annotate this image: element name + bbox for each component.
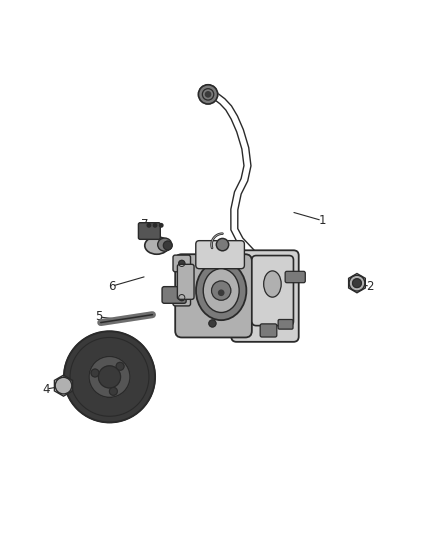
FancyBboxPatch shape xyxy=(140,398,148,406)
Circle shape xyxy=(116,362,124,370)
Circle shape xyxy=(64,332,155,423)
FancyBboxPatch shape xyxy=(67,357,74,363)
FancyBboxPatch shape xyxy=(71,398,79,406)
Circle shape xyxy=(179,295,185,301)
FancyBboxPatch shape xyxy=(111,332,117,338)
FancyBboxPatch shape xyxy=(93,414,99,421)
Text: 3: 3 xyxy=(113,402,120,415)
Text: 2: 2 xyxy=(366,280,374,293)
FancyBboxPatch shape xyxy=(134,342,141,349)
Circle shape xyxy=(198,85,218,104)
FancyBboxPatch shape xyxy=(64,375,70,379)
Circle shape xyxy=(89,357,130,398)
FancyBboxPatch shape xyxy=(149,375,155,379)
Text: 6: 6 xyxy=(108,280,116,293)
Text: 4: 4 xyxy=(42,383,50,395)
Circle shape xyxy=(205,92,211,97)
Circle shape xyxy=(153,223,157,227)
Circle shape xyxy=(179,260,185,266)
FancyBboxPatch shape xyxy=(148,383,155,389)
FancyBboxPatch shape xyxy=(78,342,85,349)
FancyBboxPatch shape xyxy=(196,241,244,269)
Ellipse shape xyxy=(145,237,169,254)
Circle shape xyxy=(353,279,361,287)
FancyBboxPatch shape xyxy=(120,333,126,340)
Circle shape xyxy=(209,320,216,327)
FancyBboxPatch shape xyxy=(138,223,160,239)
Circle shape xyxy=(216,238,229,251)
Circle shape xyxy=(219,290,224,295)
FancyBboxPatch shape xyxy=(134,405,141,412)
FancyBboxPatch shape xyxy=(111,416,117,423)
Ellipse shape xyxy=(158,238,172,251)
Text: 7: 7 xyxy=(141,219,148,231)
FancyBboxPatch shape xyxy=(102,332,108,338)
FancyBboxPatch shape xyxy=(285,271,305,282)
FancyBboxPatch shape xyxy=(173,255,191,272)
FancyBboxPatch shape xyxy=(78,405,85,412)
FancyBboxPatch shape xyxy=(145,391,152,398)
Ellipse shape xyxy=(264,271,281,297)
FancyBboxPatch shape xyxy=(162,287,186,303)
FancyBboxPatch shape xyxy=(85,410,92,417)
Circle shape xyxy=(212,281,231,300)
Circle shape xyxy=(159,223,163,227)
FancyBboxPatch shape xyxy=(127,410,134,417)
Circle shape xyxy=(110,387,117,395)
Text: 5: 5 xyxy=(95,310,102,324)
FancyBboxPatch shape xyxy=(71,349,79,356)
Circle shape xyxy=(91,369,99,377)
FancyBboxPatch shape xyxy=(175,254,252,337)
FancyBboxPatch shape xyxy=(64,383,71,389)
FancyBboxPatch shape xyxy=(120,414,126,421)
FancyBboxPatch shape xyxy=(93,333,99,340)
FancyBboxPatch shape xyxy=(127,336,134,344)
FancyBboxPatch shape xyxy=(64,365,71,371)
Circle shape xyxy=(349,275,365,291)
FancyBboxPatch shape xyxy=(148,365,155,371)
FancyBboxPatch shape xyxy=(102,416,108,423)
FancyBboxPatch shape xyxy=(85,336,92,344)
Circle shape xyxy=(147,223,151,227)
FancyBboxPatch shape xyxy=(177,264,194,300)
FancyBboxPatch shape xyxy=(140,349,148,356)
FancyBboxPatch shape xyxy=(173,289,191,306)
Circle shape xyxy=(163,241,172,250)
FancyBboxPatch shape xyxy=(67,391,74,398)
Circle shape xyxy=(55,377,72,394)
FancyBboxPatch shape xyxy=(252,255,293,326)
Ellipse shape xyxy=(196,261,246,320)
Text: 1: 1 xyxy=(318,214,326,227)
Circle shape xyxy=(252,256,265,268)
Circle shape xyxy=(99,366,120,388)
FancyBboxPatch shape xyxy=(231,251,299,342)
FancyBboxPatch shape xyxy=(260,324,277,337)
FancyBboxPatch shape xyxy=(278,319,293,329)
FancyBboxPatch shape xyxy=(145,357,152,363)
Circle shape xyxy=(70,337,149,416)
Ellipse shape xyxy=(203,269,239,312)
